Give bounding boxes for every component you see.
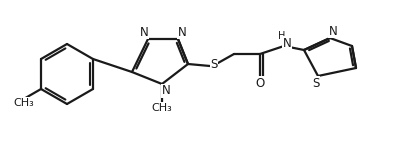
- Text: N: N: [162, 85, 171, 97]
- Text: CH₃: CH₃: [13, 98, 34, 108]
- Text: S: S: [210, 57, 218, 71]
- Text: N: N: [283, 36, 291, 49]
- Text: N: N: [328, 24, 337, 38]
- Text: N: N: [139, 26, 148, 38]
- Text: S: S: [312, 77, 320, 89]
- Text: H: H: [278, 31, 286, 41]
- Text: CH₃: CH₃: [152, 103, 172, 113]
- Text: O: O: [255, 77, 265, 89]
- Text: N: N: [178, 26, 186, 38]
